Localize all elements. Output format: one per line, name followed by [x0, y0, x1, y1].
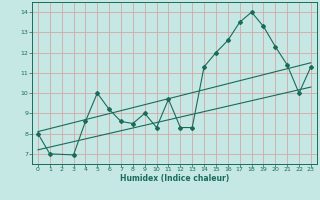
X-axis label: Humidex (Indice chaleur): Humidex (Indice chaleur) — [120, 174, 229, 183]
